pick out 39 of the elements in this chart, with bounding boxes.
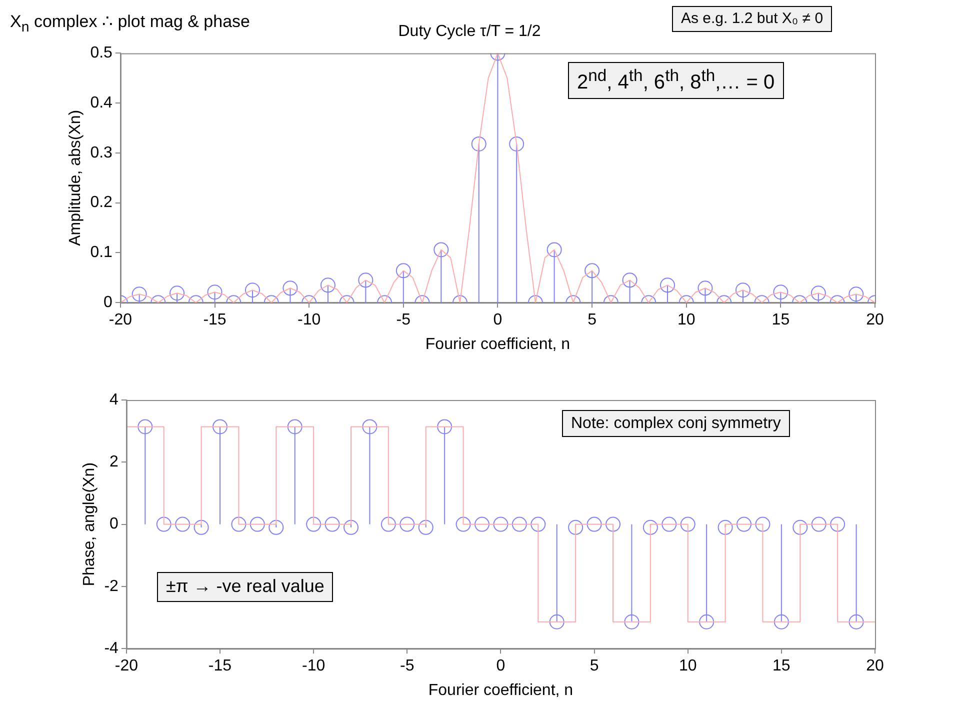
x-tick-label: -5 (396, 312, 411, 329)
x-tick-label: 5 (588, 312, 597, 329)
y-tick-label: 0.2 (90, 194, 113, 212)
y-tick-label: 0.5 (90, 44, 113, 62)
x-tick-label: -5 (400, 658, 414, 675)
x-tick-label: 5 (590, 658, 599, 675)
x-axis-title: Fourier coefficient, n (428, 682, 574, 699)
y-tick-label: -2 (104, 578, 119, 595)
y-axis-title: Phase, angle(Xn) (81, 462, 98, 586)
x-tick-label: -15 (203, 312, 226, 329)
y-axis-title: Amplitude, abs(Xn) (67, 110, 84, 246)
x-tick-label: -20 (114, 658, 138, 675)
y-tick-label: 0.1 (90, 244, 113, 262)
x-tick-label: -10 (302, 658, 326, 675)
x-tick-label: 15 (772, 658, 790, 675)
x-tick-label: -20 (108, 312, 132, 329)
annotation: ±π → -ve real value (157, 572, 334, 602)
annotation: Note: complex conj symmetry (562, 410, 790, 438)
x-tick-label: 20 (866, 312, 884, 329)
y-tick-label: 0.4 (90, 94, 113, 112)
x-tick-label: 0 (493, 312, 502, 329)
y-tick-label: 0.3 (90, 144, 113, 162)
x-tick-label: 10 (678, 658, 697, 675)
y-tick-label: 2 (110, 454, 119, 471)
text: As e.g. 1.2 but X₀ ≠ 0 (672, 6, 832, 32)
y-tick-label: -4 (104, 640, 119, 658)
x-tick-label: -10 (298, 312, 321, 329)
x-tick-label: 0 (496, 658, 506, 675)
x-tick-label: 15 (772, 312, 790, 329)
x-axis-title: Fourier coefficient, n (425, 336, 570, 353)
x-tick-label: 10 (677, 312, 696, 329)
y-tick-label: 0 (110, 516, 119, 533)
text: X$_{n}$ complex ∴ plot mag & phase (10, 12, 250, 36)
y-tick-label: 4 (110, 391, 119, 408)
y-tick-label: 0 (104, 294, 113, 312)
x-tick-label: -15 (208, 658, 232, 675)
x-tick-label: 20 (866, 658, 884, 675)
text: 2$^{nd}$, 4$^{th}$, 6$^{th}$, 8$^{th}$,… = 0 (577, 66, 775, 94)
chart-title: Duty Cycle τ/T = 1/2 (398, 23, 541, 40)
